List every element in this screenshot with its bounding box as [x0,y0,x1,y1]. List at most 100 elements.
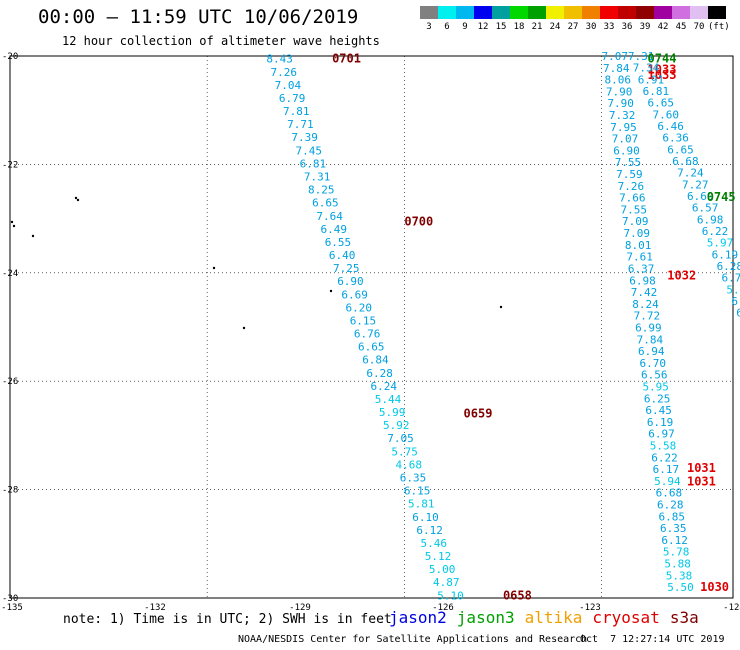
wave-height-value: 6.12 [416,524,443,537]
wave-height-value: 6.80 [731,295,740,308]
wave-height-value: 6.25 [644,392,671,405]
wave-height-value: 6.15 [404,485,431,498]
colorbar-swatch [636,6,654,19]
colorbar-swatch [528,6,546,19]
wave-height-value: 6.17 [653,463,680,476]
wave-height-value: 7.55 [621,203,648,216]
wave-height-value: 7.42 [631,286,658,299]
wave-height-value: 7.55 [615,156,642,169]
footer-timestamp: Oct 7 12:27:14 UTC 2019 [580,634,725,645]
time-label: 1033 [648,68,677,82]
colorbar-swatch [582,6,600,19]
wave-height-value: 7.39 [291,131,318,144]
wave-height-value: 6.28 [717,260,740,273]
colorbar-label: 42 [657,22,669,32]
wave-height-value: 6.97 [648,428,675,441]
island-mark [499,305,503,309]
wave-height-value: 6.36 [662,132,689,145]
wave-height-value: 5.46 [421,537,448,550]
wave-height-value: 5.92 [383,419,410,432]
wave-height-value: 5.75 [391,445,418,458]
wave-height-value: 6.15 [350,314,377,327]
wave-height-value: 6.10 [412,511,439,524]
wave-height-value: 6.68 [672,155,699,168]
wave-height-value: 5.78 [663,546,690,559]
wave-height-value: 8.06 [604,74,631,87]
wave-height-value: 7.72 [634,310,661,323]
wave-height-value: 6.45 [645,404,672,417]
wave-height-value: 7.71 [287,118,314,131]
colorbar-label: 33 [603,22,615,32]
wave-height-value: 6.65 [648,97,675,110]
wave-height-value: 7.07 [612,133,639,146]
colorbar-swatch [456,6,474,19]
wave-height-value: 7.07 [602,50,629,63]
x-tick-label: -135 [1,603,23,613]
wave-height-value: 7.64 [316,210,343,223]
island-mark [76,198,80,202]
wave-height-value: 6.65 [358,341,385,354]
wave-height-value: 6.20 [346,301,373,314]
wave-height-value: 7.90 [607,97,634,110]
wave-height-value: 6.69 [687,190,714,203]
colorbar-label: 27 [567,22,579,32]
wave-height-value: 5.99 [379,406,406,419]
wave-height-value: 7.26 [271,66,298,79]
wave-height-value: 7.66 [619,192,646,205]
colorbar-label: 45 [675,22,687,32]
wave-height-value: 7.90 [606,85,633,98]
colorbar-label: 6 [444,22,450,32]
wave-height-value: 7.31 [304,170,331,183]
colorbar-label: 15 [495,22,507,32]
legend-entry: jason3 [456,608,515,627]
wave-height-value: 5.50 [667,581,694,594]
x-tick-label: -126 [432,603,454,613]
wave-height-value: 6.37 [628,262,655,275]
x-tick-label: -129 [289,603,311,613]
wave-height-value: 7.32 [609,109,636,122]
colorbar-swatch [654,6,672,19]
wave-height-value: 7.31 [628,50,655,63]
colorbar-swatch [546,6,564,19]
colorbar-label: 9 [462,22,468,32]
wave-height-value: 5.88 [726,283,740,296]
time-label: 1031 [687,474,716,488]
wave-height-value: 6.94 [638,345,665,358]
wave-height-value: 6.68 [656,487,683,500]
wave-height-value: 6.22 [702,225,729,238]
colorbar-label: 70 [693,22,705,32]
chart-subtitle: 12 hour collection of altimeter wave hei… [62,34,380,48]
time-label: 1030 [700,580,729,594]
time-label: 0745 [707,190,736,204]
wave-height-value: 6.19 [647,416,674,429]
wave-height-value: 6.19 [712,248,739,261]
legend-entry: s3a [669,608,699,627]
wave-height-value: 7.84 [637,333,664,346]
colorbar-swatch [474,6,492,19]
x-tick-label: -132 [144,603,166,613]
colorbar-label: 12 [477,22,489,32]
wave-height-value: 7.95 [610,121,637,134]
wave-height-value: 7.61 [626,251,653,264]
wave-height-value: 7.59 [616,168,643,181]
y-tick-label: -20 [2,52,18,62]
wave-height-value: 6.34 [736,307,740,320]
wave-height-value: 8.25 [308,184,335,197]
wave-height-value: 5.44 [375,393,402,406]
time-label: 0658 [503,588,532,602]
colorbar-swatch [708,6,726,19]
island-mark [12,224,16,228]
colorbar-label: 21 [531,22,543,32]
wave-height-value: 6.98 [629,274,656,287]
y-tick-label: -24 [2,269,18,279]
wave-height-value: 6.24 [371,380,398,393]
colorbar-swatch [438,6,456,19]
wave-height-value: 6.35 [660,522,687,535]
plot-frame [9,55,734,599]
colorbar-label: 24 [549,22,561,32]
colorbar-swatch [618,6,636,19]
y-tick-label: -26 [2,377,18,387]
wave-height-value: 6.99 [635,321,662,334]
wave-height-value: 7.45 [296,144,323,157]
